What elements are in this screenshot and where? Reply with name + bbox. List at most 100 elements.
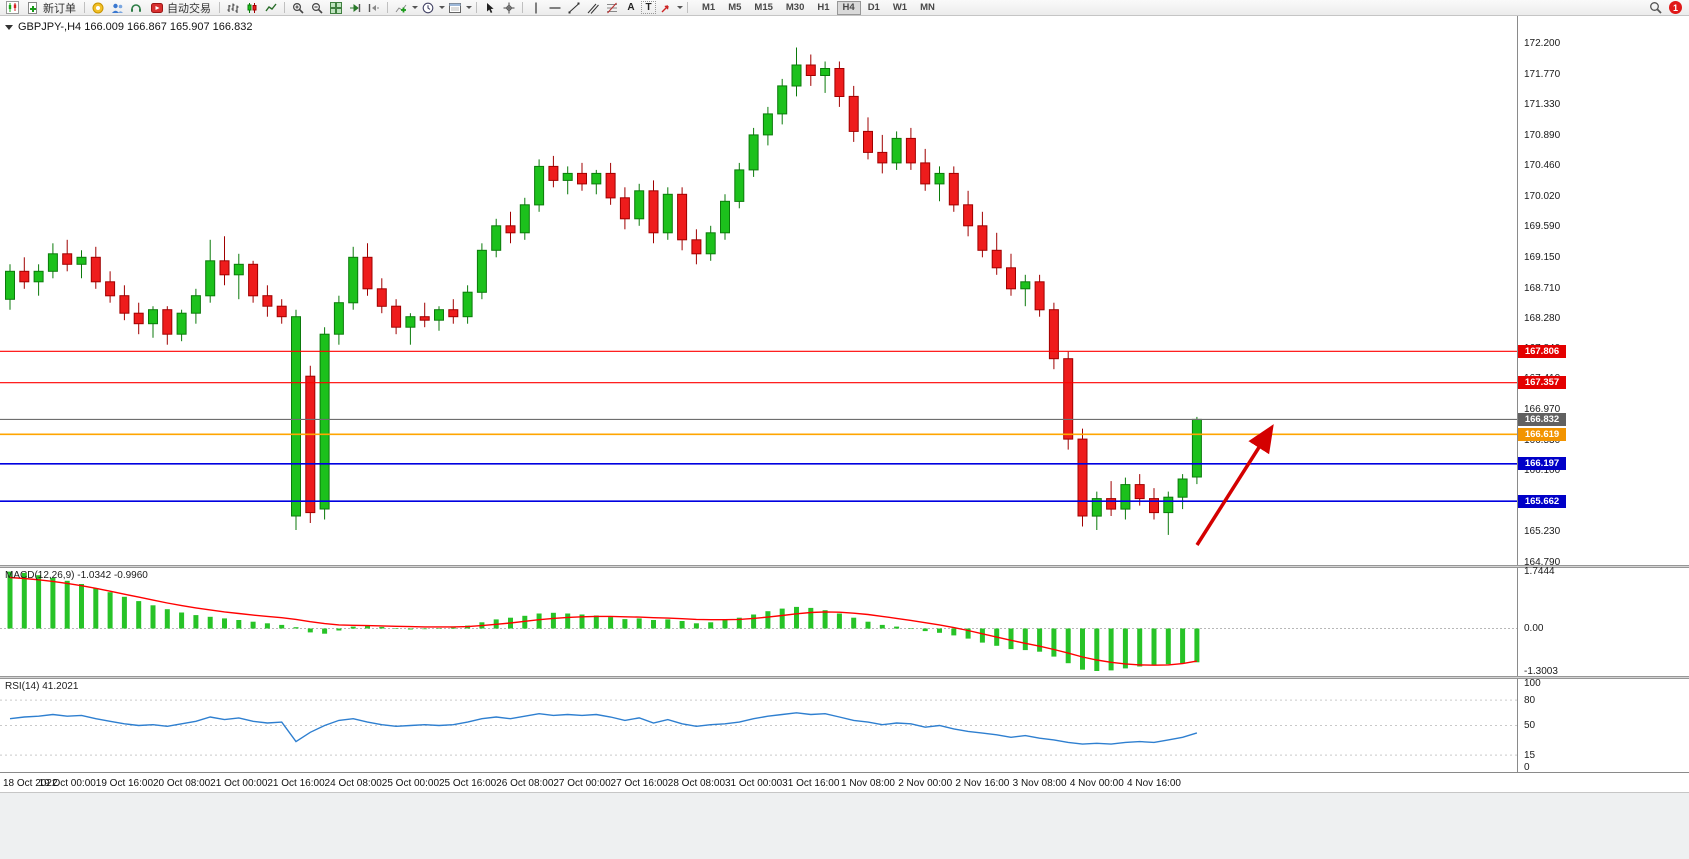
symbol-ohlc-text: GBPJPY-,H4 166.009 166.867 165.907 166.8… bbox=[18, 21, 253, 33]
tile-windows-icon[interactable] bbox=[327, 0, 345, 15]
fibonacci-icon[interactable] bbox=[603, 0, 621, 15]
new-order-label: 新订单 bbox=[43, 2, 76, 15]
price-axis[interactable]: 172.200 171.770 171.330 170.890 170.460 170.0… bbox=[1517, 16, 1689, 568]
trendline-icon[interactable] bbox=[565, 0, 583, 15]
time-label: 26 Oct 08:00 bbox=[496, 778, 554, 789]
auto-scroll-icon[interactable] bbox=[346, 0, 364, 15]
toolbar: 新订单 自动交易 bbox=[0, 0, 1689, 16]
price-tag: 166.619 bbox=[1518, 427, 1566, 441]
toolbar-separator bbox=[522, 2, 523, 13]
user-accounts-icon[interactable] bbox=[108, 0, 126, 15]
macd-tick: 1.7444 bbox=[1524, 565, 1555, 577]
autotrading-label: 自动交易 bbox=[167, 2, 211, 15]
timeframe-m15[interactable]: M15 bbox=[754, 1, 773, 13]
templates-icon[interactable] bbox=[446, 0, 464, 15]
panel-separator[interactable] bbox=[0, 676, 1689, 679]
rsi-tick: 15 bbox=[1524, 749, 1536, 761]
new-order-button[interactable]: 新订单 bbox=[22, 0, 80, 15]
timeframe-m1[interactable]: M1 bbox=[702, 1, 716, 13]
indicators-icon[interactable] bbox=[392, 0, 410, 15]
one-click-trading-toggle-icon[interactable] bbox=[5, 24, 13, 30]
indicators-dropdown-icon[interactable] bbox=[412, 6, 418, 9]
time-label: 2 Nov 16:00 bbox=[955, 778, 1010, 789]
arrows-tool-icon[interactable] bbox=[657, 0, 675, 15]
autotrading-icon bbox=[150, 0, 164, 15]
price-tick: 172.200 bbox=[1524, 38, 1561, 50]
price-tick: 164.790 bbox=[1524, 556, 1561, 568]
arrows-dropdown-icon[interactable] bbox=[677, 6, 683, 9]
bar-chart-mode-icon[interactable] bbox=[224, 0, 242, 15]
time-label: 21 Oct 16:00 bbox=[267, 778, 325, 789]
rsi-chart-canvas[interactable] bbox=[0, 679, 1517, 772]
macd-tick: 0.00 bbox=[1524, 623, 1544, 635]
vertical-line-icon[interactable] bbox=[527, 0, 545, 15]
mql5-community-icon[interactable] bbox=[89, 0, 107, 15]
toolbar-right: 1 bbox=[1646, 0, 1686, 15]
price-tick: 165.230 bbox=[1524, 525, 1561, 537]
periods-icon[interactable] bbox=[419, 0, 437, 15]
price-tag: 167.357 bbox=[1518, 376, 1566, 390]
rsi-tick: 0 bbox=[1524, 762, 1530, 774]
time-label: 28 Oct 08:00 bbox=[667, 778, 726, 789]
candlestick-mode-icon[interactable] bbox=[243, 0, 261, 15]
crosshair-icon[interactable] bbox=[500, 0, 518, 15]
time-label: 31 Oct 16:00 bbox=[782, 778, 840, 789]
timeframe-w1[interactable]: W1 bbox=[892, 1, 908, 13]
line-chart-mode-icon[interactable] bbox=[262, 0, 280, 15]
candlestick-chart-canvas[interactable] bbox=[0, 16, 1517, 565]
macd-axis[interactable]: 1.7444 0.00 -1.3003 bbox=[1517, 565, 1689, 677]
price-tag: 166.832 bbox=[1518, 412, 1566, 426]
price-tick: 170.460 bbox=[1524, 160, 1561, 172]
text-tool-icon[interactable]: A bbox=[627, 2, 635, 13]
label-tool-icon[interactable]: T bbox=[641, 1, 656, 14]
cursor-icon[interactable] bbox=[481, 0, 499, 15]
timeframe-mn[interactable]: MN bbox=[920, 1, 935, 13]
new-order-icon bbox=[26, 0, 40, 15]
timeframe-h1[interactable]: H1 bbox=[817, 1, 830, 13]
price-tick: 170.020 bbox=[1524, 190, 1561, 202]
time-label: 20 Oct 08:00 bbox=[152, 778, 211, 789]
rsi-tick: 50 bbox=[1524, 720, 1536, 731]
timeframe-h4[interactable]: H4 bbox=[836, 0, 861, 15]
toolbar-separator bbox=[387, 2, 388, 13]
chart-window-icon[interactable] bbox=[3, 0, 21, 15]
support-chat-icon[interactable] bbox=[127, 0, 145, 15]
notification-badge[interactable]: 1 bbox=[1669, 1, 1682, 14]
time-label: 19 Oct 16:00 bbox=[95, 778, 154, 789]
periods-dropdown-icon[interactable] bbox=[439, 6, 445, 9]
channel-icon[interactable] bbox=[584, 0, 602, 15]
time-label: 4 Nov 16:00 bbox=[1127, 778, 1181, 789]
rsi-axis[interactable]: 100 80 50 15 0 bbox=[1517, 677, 1689, 774]
price-tick: 169.150 bbox=[1524, 251, 1561, 263]
horizontal-line-icon[interactable] bbox=[546, 0, 564, 15]
time-label: 25 Oct 16:00 bbox=[438, 778, 497, 789]
zoom-out-icon[interactable] bbox=[308, 0, 326, 15]
time-axis[interactable]: 18 Oct 2022 19 Oct 00:00 19 Oct 16:00 20 Oc… bbox=[0, 772, 1689, 792]
time-label: 19 Oct 00:00 bbox=[38, 778, 96, 789]
zoom-in-icon[interactable] bbox=[289, 0, 307, 15]
search-icon[interactable] bbox=[1646, 0, 1664, 15]
time-label: 27 Oct 16:00 bbox=[610, 778, 668, 789]
rsi-tick: 100 bbox=[1524, 677, 1541, 689]
toolbar-separator bbox=[284, 2, 285, 13]
chart-shift-icon[interactable] bbox=[365, 0, 383, 15]
bottom-panel bbox=[0, 792, 1689, 859]
timeframe-m5[interactable]: M5 bbox=[728, 1, 742, 13]
panel-separator[interactable] bbox=[0, 565, 1689, 568]
timeframe-m30[interactable]: M30 bbox=[785, 1, 805, 13]
macd-panel[interactable]: MACD(12,26,9) -1.0342 -0.9960 bbox=[0, 568, 1517, 676]
templates-dropdown-icon[interactable] bbox=[466, 6, 472, 9]
rsi-tick: 80 bbox=[1524, 694, 1536, 706]
price-tick: 168.280 bbox=[1524, 312, 1561, 324]
time-label: 25 Oct 00:00 bbox=[381, 778, 440, 789]
rsi-panel[interactable]: RSI(14) 41.2021 bbox=[0, 679, 1517, 772]
macd-chart-canvas[interactable] bbox=[0, 568, 1517, 676]
price-chart-panel[interactable]: GBPJPY-,H4 166.009 166.867 165.907 166.8… bbox=[0, 16, 1517, 565]
timeframe-d1[interactable]: D1 bbox=[867, 1, 880, 13]
autotrading-button[interactable]: 自动交易 bbox=[146, 0, 215, 15]
time-label: 24 Oct 08:00 bbox=[324, 778, 382, 789]
time-label: 27 Oct 00:00 bbox=[553, 778, 611, 789]
time-label: 4 Nov 00:00 bbox=[1069, 778, 1124, 789]
price-tick: 168.710 bbox=[1524, 282, 1561, 294]
